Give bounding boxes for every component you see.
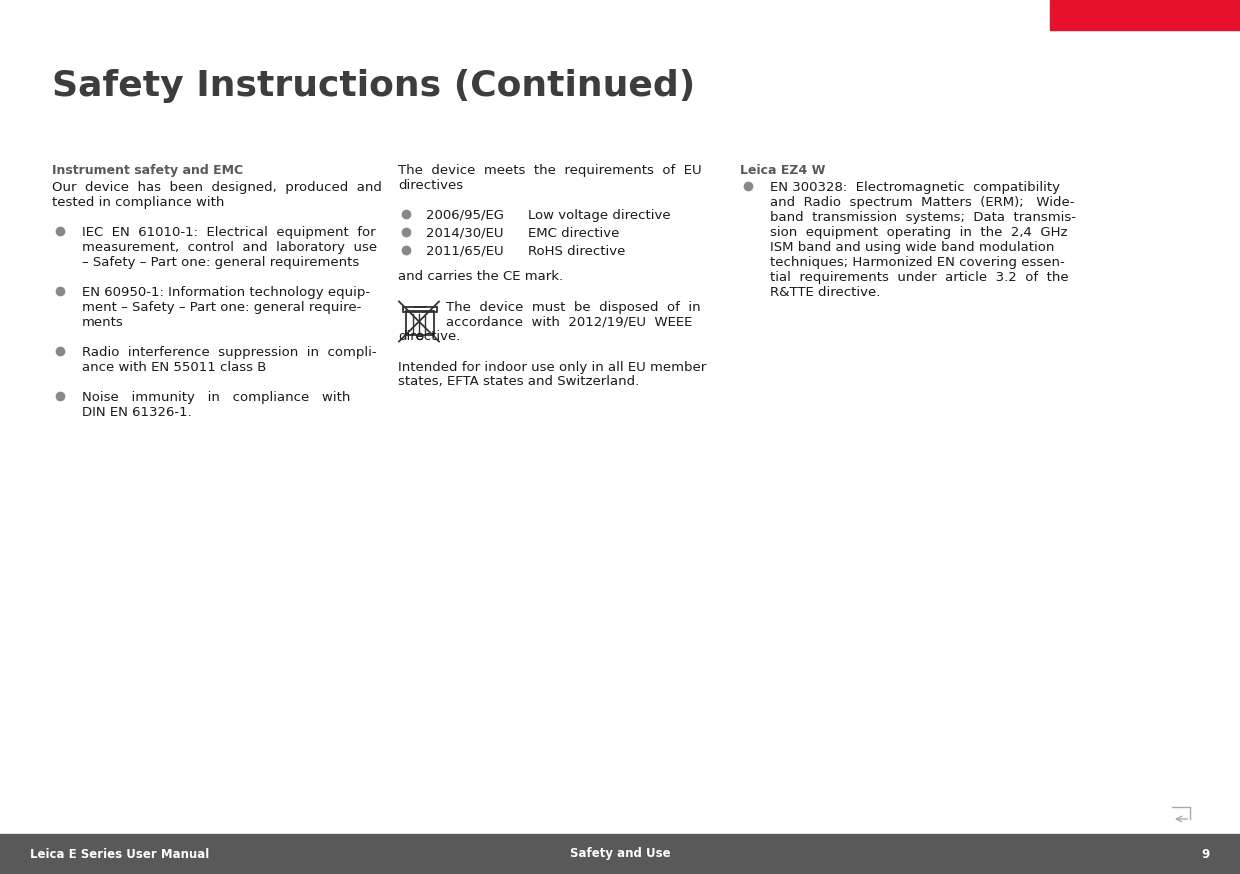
Text: band  transmission  systems;  Data  transmis-: band transmission systems; Data transmis… <box>770 211 1076 224</box>
Text: 2011/65/EU: 2011/65/EU <box>427 245 503 258</box>
Text: RoHS directive: RoHS directive <box>528 245 625 258</box>
Text: directive.: directive. <box>398 330 460 343</box>
Text: Radio  interference  suppression  in  compli-: Radio interference suppression in compli… <box>82 346 377 359</box>
Text: tial  requirements  under  article  3.2  of  the: tial requirements under article 3.2 of t… <box>770 271 1069 284</box>
Text: measurement,  control  and  laboratory  use: measurement, control and laboratory use <box>82 241 377 254</box>
Bar <box>0 834 1240 874</box>
Text: Our  device  has  been  designed,  produced  and: Our device has been designed, produced a… <box>52 181 382 194</box>
Bar <box>1050 0 1240 30</box>
Text: Instrument safety and EMC: Instrument safety and EMC <box>52 164 243 177</box>
Text: Safety Instructions (Continued): Safety Instructions (Continued) <box>52 69 696 103</box>
Text: Noise   immunity   in   compliance   with: Noise immunity in compliance with <box>82 391 351 404</box>
Text: R&TTE directive.: R&TTE directive. <box>770 286 880 299</box>
Text: EN 300328:  Electromagnetic  compatibility: EN 300328: Electromagnetic compatibility <box>770 181 1060 194</box>
Text: states, EFTA states and Switzerland.: states, EFTA states and Switzerland. <box>398 376 640 389</box>
Text: Leica EZ4 W: Leica EZ4 W <box>740 164 826 177</box>
Text: 2006/95/EG: 2006/95/EG <box>427 209 503 222</box>
Text: ance with EN 55011 class B: ance with EN 55011 class B <box>82 361 267 374</box>
Text: ments: ments <box>82 316 124 329</box>
Text: The  device  meets  the  requirements  of  EU: The device meets the requirements of EU <box>398 164 702 177</box>
Text: ISM band and using wide band modulation: ISM band and using wide band modulation <box>770 241 1054 254</box>
Bar <box>403 307 436 311</box>
Text: ment – Safety – Part one: general require-: ment – Safety – Part one: general requir… <box>82 301 361 314</box>
Text: Leica E Series User Manual: Leica E Series User Manual <box>30 848 210 861</box>
Text: The  device  must  be  disposed  of  in: The device must be disposed of in <box>446 301 701 314</box>
Text: and carries the CE mark.: and carries the CE mark. <box>398 270 563 283</box>
Text: 2014/30/EU: 2014/30/EU <box>427 227 503 240</box>
Text: directives: directives <box>398 179 463 192</box>
Text: sion  equipment  operating  in  the  2,4  GHz: sion equipment operating in the 2,4 GHz <box>770 226 1068 239</box>
Text: DIN EN 61326-1.: DIN EN 61326-1. <box>82 406 192 419</box>
Text: Low voltage directive: Low voltage directive <box>528 209 671 222</box>
Text: 9: 9 <box>1202 848 1210 861</box>
Bar <box>405 310 434 335</box>
Text: accordance  with  2012/19/EU  WEEE: accordance with 2012/19/EU WEEE <box>446 316 692 329</box>
Text: EMC directive: EMC directive <box>528 227 619 240</box>
Text: Safety and Use: Safety and Use <box>569 848 671 861</box>
Text: tested in compliance with: tested in compliance with <box>52 196 224 209</box>
Text: EN 60950-1: Information technology equip-: EN 60950-1: Information technology equip… <box>82 286 370 299</box>
Text: and  Radio  spectrum  Matters  (ERM);   Wide-: and Radio spectrum Matters (ERM); Wide- <box>770 196 1075 209</box>
Text: IEC  EN  61010-1:  Electrical  equipment  for: IEC EN 61010-1: Electrical equipment for <box>82 226 376 239</box>
Text: Intended for indoor use only in all EU member: Intended for indoor use only in all EU m… <box>398 360 707 373</box>
Text: – Safety – Part one: general requirements: – Safety – Part one: general requirement… <box>82 256 360 269</box>
Text: techniques; Harmonized EN covering essen-: techniques; Harmonized EN covering essen… <box>770 256 1065 269</box>
